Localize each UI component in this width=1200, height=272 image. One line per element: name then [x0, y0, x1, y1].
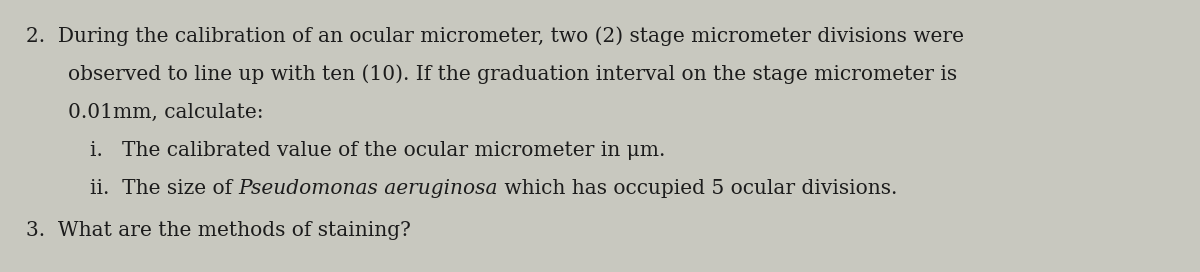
Text: 2.  During the calibration of an ocular micrometer, two (2) stage micrometer div: 2. During the calibration of an ocular m… — [26, 26, 964, 46]
Text: 3.  What are the methods of staining?: 3. What are the methods of staining? — [26, 221, 410, 240]
Text: i.   The calibrated value of the ocular micrometer in μm.: i. The calibrated value of the ocular mi… — [90, 141, 665, 160]
Text: observed to line up with ten (10). If the graduation interval on the stage micro: observed to line up with ten (10). If th… — [68, 64, 958, 84]
Text: Pseudomonas aeruginosa: Pseudomonas aeruginosa — [239, 179, 498, 198]
Text: 0.01mm, calculate:: 0.01mm, calculate: — [68, 103, 264, 122]
Text: ii.  The size of: ii. The size of — [90, 179, 239, 198]
Text: which has occupied 5 ocular divisions.: which has occupied 5 ocular divisions. — [498, 179, 898, 198]
